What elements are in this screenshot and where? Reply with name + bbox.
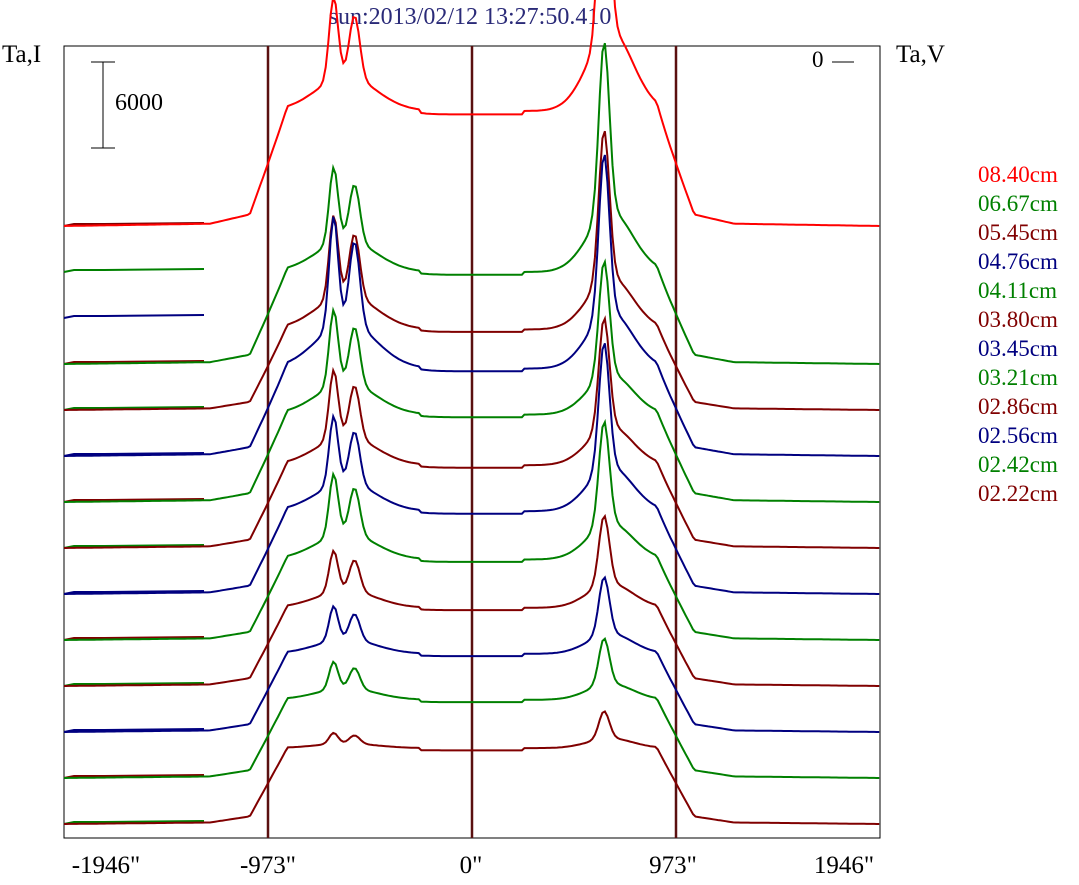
series-line-05-45cm <box>64 130 880 411</box>
x-tick-label: 1946" <box>813 852 875 879</box>
x-tick-label: -1946" <box>71 852 141 879</box>
series-line-02-42cm <box>64 637 880 779</box>
y-axis-label-left: Ta,I <box>2 41 42 68</box>
series-line-03-45cm <box>64 343 880 595</box>
legend-entry: 02.22cm <box>978 481 1058 506</box>
series-line-02-86cm <box>64 513 880 687</box>
x-tick-label: 973" <box>649 852 697 879</box>
legend-entry: 02.56cm <box>978 423 1058 448</box>
series-line-08-40cm <box>63 0 880 227</box>
legend-entry: 05.45cm <box>978 220 1058 245</box>
series-line-03-21cm <box>64 418 880 641</box>
legend-entry: 06.67cm <box>978 191 1058 216</box>
legend-entry: 02.42cm <box>978 452 1058 477</box>
series-line-06-67cm <box>64 42 880 365</box>
series-line-04-76cm <box>64 154 880 457</box>
legend-entry: 03.80cm <box>978 307 1058 332</box>
scale-bar-label: 6000 <box>115 90 163 116</box>
x-tick-label: 0" <box>459 852 483 879</box>
legend-entry: 08.40cm <box>978 162 1058 187</box>
series-line-03-80cm <box>64 315 880 549</box>
legend: 08.40cm 06.67cm 05.45cm 04.76cm 04.11cm 03.80… <box>978 160 1058 508</box>
legend-entry: 03.21cm <box>978 365 1058 390</box>
zero-marker-label: 0 <box>812 47 824 72</box>
x-tick-label: -973" <box>239 852 297 879</box>
chart-title: sun:2013/02/12 13:27:50.410 <box>328 4 612 30</box>
series-line-02-22cm <box>64 710 880 825</box>
baseline-trace <box>63 314 205 319</box>
series-line-02-56cm <box>64 575 880 733</box>
legend-entry: 04.76cm <box>978 249 1058 274</box>
legend-entry: 02.86cm <box>978 394 1058 419</box>
series-line-04-11cm <box>64 258 880 503</box>
y-axis-label-right: Ta,V <box>896 41 945 68</box>
legend-entry: 04.11cm <box>978 278 1057 303</box>
legend-entry: 03.45cm <box>978 336 1058 361</box>
baseline-trace <box>63 268 205 273</box>
